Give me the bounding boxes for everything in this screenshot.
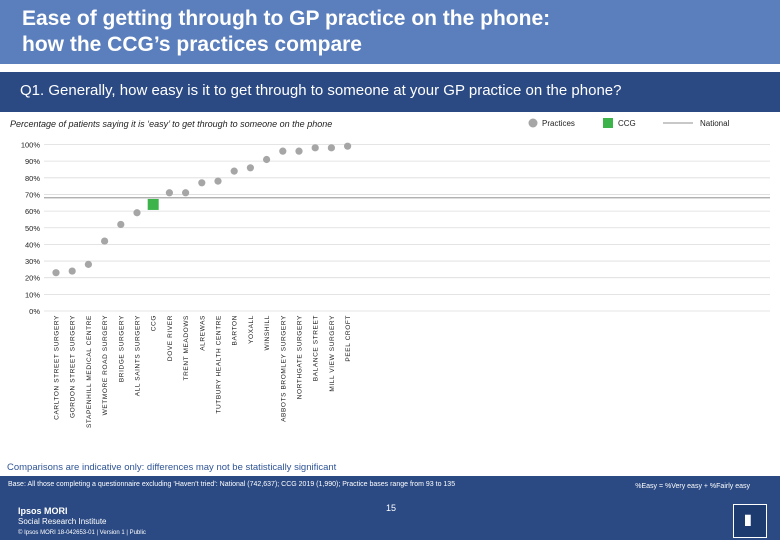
x-tick-label: ABBOTS BROMLEY SURGERY [280,315,287,422]
x-tick-label: CCG [151,315,158,331]
practice-marker [230,167,238,175]
x-tick-label: NORTHGATE SURGERY [297,315,304,399]
y-tick-label: 20% [25,274,40,283]
x-tick-label: GORDON STREET SURGERY [70,315,77,418]
ccg-marker [147,198,159,210]
x-tick-label: BARTON [232,315,239,345]
x-tick-label: CARLTON STREET SURGERY [54,315,61,420]
practice-marker [165,189,173,197]
practice-marker [68,267,76,275]
legend-practices-label: Practices [542,119,575,128]
legend-practice-marker [528,118,538,128]
easy-definition: %Easy = %Very easy + %Fairly easy [635,483,750,490]
practice-marker [182,189,190,197]
page-title: Ease of getting through to GP practice o… [22,6,550,58]
brand-name: Ipsos MORI [18,506,68,516]
question-bar: Q1. Generally, how easy is it to get thr… [0,72,780,112]
x-tick-label: WETMORE ROAD SURGERY [102,315,109,415]
logo-mark-icon: ▮ [744,511,752,527]
y-tick-label: 80% [25,174,40,183]
y-tick-label: 70% [25,190,40,199]
y-tick-label: 30% [25,257,40,266]
legend-national-label: National [700,119,730,128]
practice-marker [246,164,254,172]
x-tick-label: DOVE RIVER [167,315,174,361]
practice-marker [133,209,141,217]
chart-subtitle: Percentage of patients saying it is ‘eas… [10,119,333,129]
question-text: Q1. Generally, how easy is it to get thr… [20,82,622,99]
legend-ccg-label: CCG [618,119,636,128]
page-number: 15 [386,503,397,513]
y-tick-label: 60% [25,207,40,216]
comparison-note: Comparisons are indicative only: differe… [7,462,337,473]
footer-bar: Base: All those completing a questionnai… [0,476,780,540]
practice-marker [214,177,222,185]
scatter-chart: 0% 10% 20% 30% 40% 50% 60% 70% 80% 90% 100% CARLTON… [21,141,770,428]
y-tick-label: 90% [25,157,40,166]
x-tick-label: STAPENHILL MEDICAL CENTRE [86,315,93,428]
legend-swatches [528,118,693,128]
x-tick-label: TUTBURY HEALTH CENTRE [216,315,223,414]
x-tick-label: ALREWAS [199,315,206,351]
base-text: Base: All those completing a questionnai… [8,481,456,488]
y-tick-label: 0% [29,307,40,316]
x-tick-label: BALANCE STREET [313,315,320,381]
practice-marker [101,237,109,245]
legend-ccg-marker [603,118,613,128]
y-tick-label: 10% [25,290,40,299]
x-tick-label: TRENT MEADOWS [183,315,190,381]
x-tick-label: ALL SAINTS SURGERY [135,315,142,396]
practice-marker [279,147,287,155]
x-tick-label: WINSHILL [264,315,271,351]
x-tick-label: MILL VIEW SURGERY [329,315,336,392]
practice-marker [344,142,352,150]
y-tick-label: 50% [25,224,40,233]
y-tick-label: 40% [25,240,40,249]
brand-logo-text: Ipsos MORI Social Research Institute [18,506,107,526]
practice-marker [52,269,60,277]
practice-marker [311,144,319,152]
y-tick-label: 100% [21,141,41,150]
practice-marker [295,147,303,155]
brand-subname: Social Research Institute [18,517,107,526]
title-line-1: Ease of getting through to GP practice o… [22,7,551,30]
title-line-2: how the CCG’s practices compare [22,33,362,56]
practice-marker [327,144,335,152]
x-tick-label: YOXALL [248,315,255,344]
practice-marker [198,179,206,187]
ipsos-logo: ▮ [733,504,767,538]
copyright: © Ipsos MORI 18-042653-01 | Version 1 | … [18,530,146,536]
practice-marker [263,155,271,164]
x-tick-label: BRIDGE SURGERY [118,315,125,382]
title-bar: Ease of getting through to GP practice o… [0,0,780,64]
x-tick-label: PEEL CROFT [345,315,352,362]
practice-marker [117,220,125,229]
practice-marker [84,260,92,268]
